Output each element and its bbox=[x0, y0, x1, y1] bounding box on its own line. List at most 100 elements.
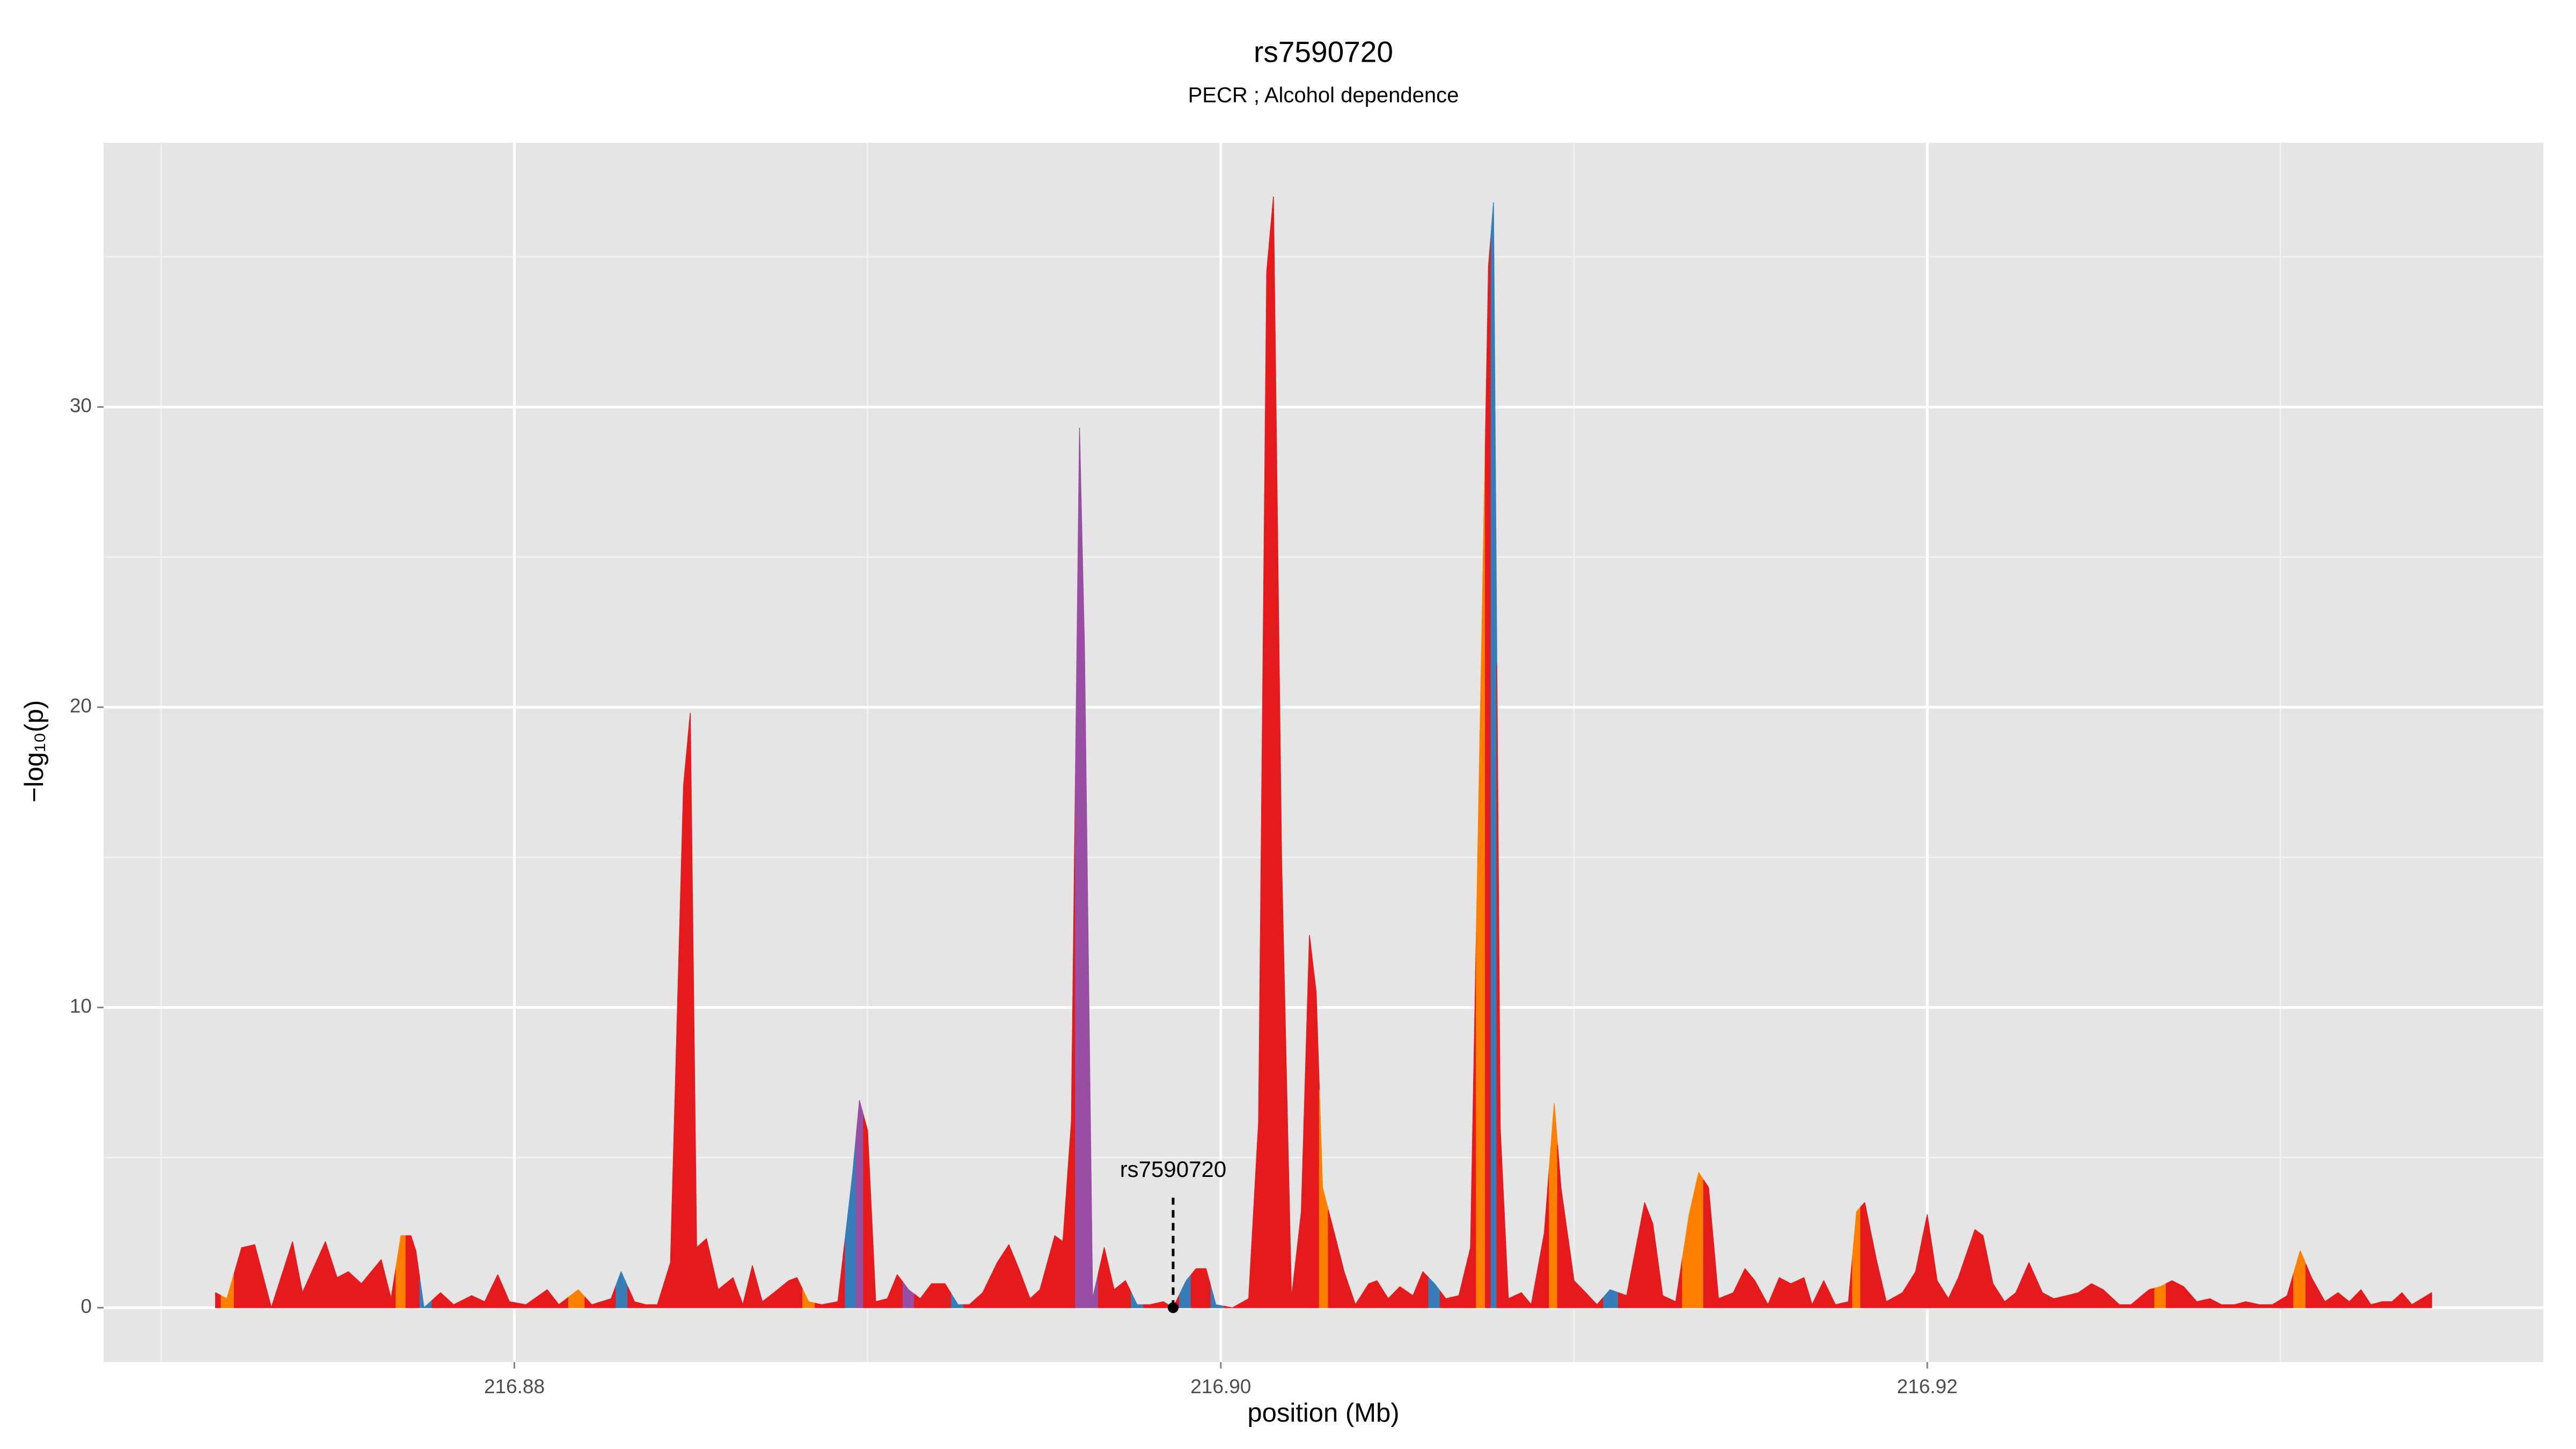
area-segment bbox=[354, 1271, 372, 1308]
area-segment bbox=[1514, 1292, 1527, 1308]
area-segment bbox=[701, 1238, 713, 1308]
area-segment bbox=[413, 1242, 421, 1308]
area-segment bbox=[601, 1285, 617, 1308]
area-segment bbox=[503, 1287, 518, 1308]
area-segment bbox=[2139, 1287, 2155, 1308]
area-segment bbox=[1490, 202, 1497, 1308]
area-segment bbox=[1817, 1280, 1830, 1308]
area-segment bbox=[1894, 1282, 1910, 1308]
area-segment bbox=[2202, 1298, 2216, 1308]
area-segment bbox=[2279, 1272, 2294, 1308]
area-segment bbox=[371, 1259, 387, 1308]
area-segment bbox=[1931, 1247, 1943, 1308]
area-segment bbox=[1349, 1287, 1363, 1308]
area-segment bbox=[1262, 233, 1271, 1308]
area-segment bbox=[1725, 1280, 1740, 1308]
area-segment bbox=[342, 1271, 356, 1308]
area-marks bbox=[215, 196, 2432, 1308]
area-segment bbox=[1013, 1256, 1025, 1308]
area-segment bbox=[2165, 1280, 2178, 1308]
area-segment bbox=[1668, 1257, 1683, 1308]
area-segment bbox=[1693, 1172, 1704, 1308]
area-segment bbox=[1567, 1233, 1580, 1308]
area-segment bbox=[2125, 1297, 2141, 1308]
x-tick-label: 216.88 bbox=[484, 1375, 545, 1397]
area-segment bbox=[1549, 1103, 1558, 1308]
area-segment bbox=[693, 980, 702, 1308]
area-segment bbox=[2215, 1301, 2229, 1308]
area-segment bbox=[1978, 1232, 1989, 1308]
area-segment bbox=[1635, 1202, 1649, 1308]
area-segment bbox=[1870, 1231, 1882, 1308]
area-segment bbox=[1201, 1268, 1212, 1308]
area-segment bbox=[1372, 1280, 1383, 1308]
area-segment bbox=[1526, 1268, 1539, 1308]
area-segment bbox=[1841, 1256, 1853, 1308]
x-axis-title: position (Mb) bbox=[1247, 1399, 1399, 1428]
area-segment bbox=[1504, 1212, 1516, 1308]
area-segment bbox=[478, 1287, 492, 1308]
area-segment bbox=[1034, 1262, 1048, 1308]
area-segment bbox=[781, 1278, 794, 1308]
area-segment bbox=[1496, 664, 1505, 1308]
y-tick-label: 20 bbox=[70, 695, 92, 717]
y-axis-title: −log₁₀(p) bbox=[20, 700, 49, 803]
area-segment bbox=[2343, 1295, 2356, 1308]
area-segment bbox=[491, 1274, 504, 1308]
area-segment bbox=[2252, 1302, 2266, 1308]
area-segment bbox=[331, 1259, 343, 1308]
annotation-point bbox=[1167, 1302, 1179, 1313]
area-segment bbox=[1328, 1210, 1340, 1308]
area-segment bbox=[1921, 1214, 1933, 1308]
area-segment bbox=[1406, 1283, 1418, 1308]
area-segment bbox=[663, 1023, 678, 1308]
area-segment bbox=[2240, 1301, 2253, 1308]
area-segment bbox=[712, 1263, 726, 1308]
area-segment bbox=[1476, 441, 1486, 1308]
area-segment bbox=[1002, 1244, 1014, 1308]
area-segment bbox=[1253, 696, 1263, 1308]
area-segment bbox=[1657, 1259, 1670, 1308]
area-segment bbox=[1417, 1271, 1429, 1308]
area-segment bbox=[1046, 1235, 1059, 1308]
area-segment bbox=[1393, 1286, 1407, 1308]
area-segment bbox=[1277, 526, 1287, 1308]
area-segment bbox=[2421, 1292, 2432, 1308]
area-segment bbox=[1190, 1268, 1202, 1308]
area-segment bbox=[1998, 1292, 2011, 1308]
area-segment bbox=[1081, 537, 1089, 1308]
area-segment bbox=[2022, 1262, 2036, 1308]
area-segment bbox=[1296, 1073, 1306, 1308]
area-segment bbox=[1953, 1253, 1967, 1308]
area-segment bbox=[2354, 1289, 2367, 1308]
area-segment bbox=[871, 1216, 882, 1308]
area-segment bbox=[568, 1289, 586, 1308]
grid bbox=[104, 143, 2543, 1362]
area-segment bbox=[1143, 1302, 1158, 1308]
area-segment bbox=[881, 1286, 893, 1308]
area-segment bbox=[2331, 1292, 2344, 1308]
area-segment bbox=[2406, 1298, 2423, 1308]
area-segment bbox=[616, 1271, 628, 1308]
area-segment bbox=[767, 1286, 782, 1308]
area-segment bbox=[1682, 1193, 1695, 1308]
area-segment bbox=[914, 1291, 926, 1308]
area-segment bbox=[757, 1283, 769, 1308]
area-segment bbox=[1852, 1206, 1861, 1308]
area-segment bbox=[651, 1283, 664, 1308]
area-segment bbox=[2376, 1301, 2388, 1308]
area-segment bbox=[552, 1297, 569, 1308]
area-segment bbox=[1088, 972, 1099, 1308]
area-segment bbox=[975, 1277, 991, 1308]
chart-subtitle: PECR ; Alcohol dependence bbox=[1188, 84, 1459, 107]
area-segment bbox=[725, 1277, 738, 1308]
area-segment bbox=[1966, 1229, 1980, 1308]
area-segment bbox=[1557, 1145, 1568, 1308]
area-segment bbox=[1338, 1252, 1350, 1308]
labels: 216.88 216.90 216.92 0 10 20 30 rs7590720 bbox=[70, 394, 1958, 1397]
area-segment bbox=[676, 749, 687, 1308]
area-segment bbox=[2060, 1293, 2073, 1308]
area-segment bbox=[233, 1246, 249, 1308]
area-segment bbox=[2305, 1263, 2319, 1308]
area-segment bbox=[419, 1278, 433, 1308]
